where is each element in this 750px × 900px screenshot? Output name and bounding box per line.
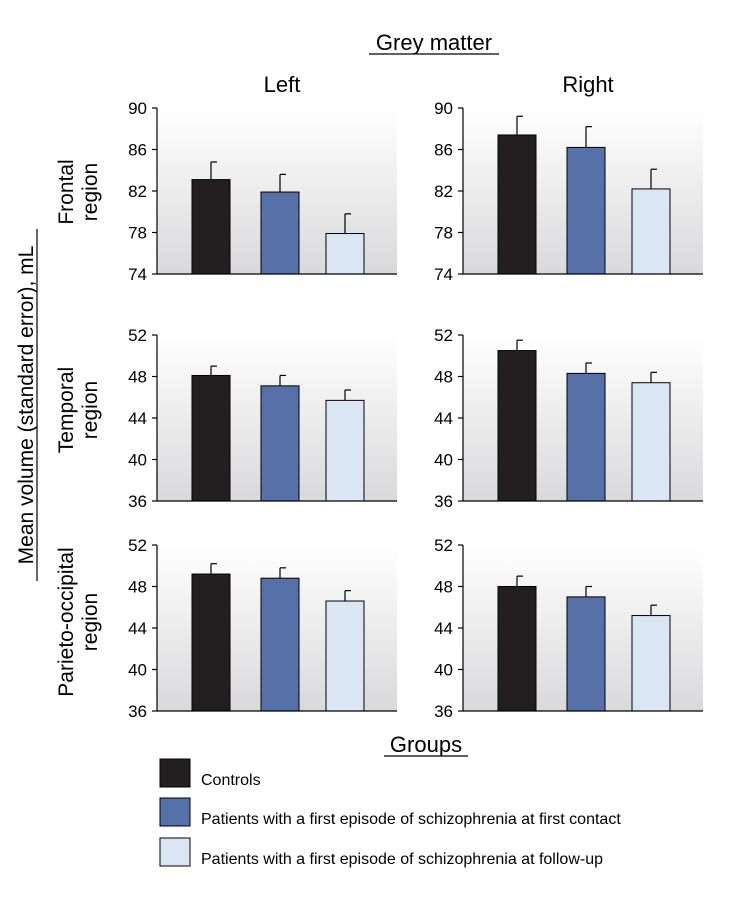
y-tick-label-frontal-right: 82 [434, 182, 453, 201]
bar-frontal-right [631, 188, 671, 275]
row-label-temporal-line1: Temporal [55, 367, 78, 453]
y-tick-label-parieto-occipital-left: 36 [128, 702, 147, 721]
y-tick-label-temporal-left: 36 [128, 492, 147, 511]
y-tick-label-temporal-right: 40 [434, 451, 453, 470]
y-tick-label-temporal-left: 48 [128, 368, 147, 387]
y-tick-label-parieto-occipital-right: 40 [434, 661, 453, 680]
y-tick-label-frontal-right: 78 [434, 224, 453, 243]
bar-temporal-right [566, 372, 606, 502]
bar-frontal-left [191, 179, 231, 275]
y-tick-label-frontal-right: 74 [434, 265, 453, 284]
column-label-right: Right [562, 72, 613, 97]
legend-label-follow-up: Patients with a first episode of schizop… [201, 851, 603, 868]
chart-panels: 74 78 82 86 90 74 78 82 86 90 36 40 44 48 52 36 40 44 48 52… [128, 99, 703, 721]
bar-parieto-occipital-left [325, 600, 365, 712]
legend-swatch-follow-up [159, 837, 191, 867]
y-tick-label-parieto-occipital-left: 48 [128, 578, 147, 597]
bar-frontal-left [260, 191, 300, 275]
bar-parieto-occipital-right [631, 615, 671, 712]
y-tick-label-parieto-occipital-right: 36 [434, 702, 453, 721]
row-label-parieto-line2: region [79, 593, 102, 651]
y-tick-label-temporal-left: 44 [128, 409, 147, 428]
bar-temporal-left [325, 399, 365, 502]
y-tick-label-frontal-left: 86 [128, 141, 147, 160]
legend-label-first-contact: Patients with a first episode of schizop… [201, 811, 621, 828]
bar-parieto-occipital-left [260, 577, 300, 712]
bar-frontal-right [566, 146, 606, 275]
y-tick-label-temporal-left: 40 [128, 451, 147, 470]
bar-temporal-right [631, 382, 671, 502]
legend-swatch-first-contact [159, 797, 191, 827]
y-axis-label-group: Mean volume (standard error), mL [15, 229, 38, 581]
y-tick-label-parieto-occipital-right: 52 [434, 536, 453, 555]
bar-temporal-left [260, 385, 300, 502]
bar-parieto-occipital-left [191, 573, 231, 712]
y-tick-label-frontal-left: 90 [128, 99, 147, 118]
panel-temporal-left: 36 40 44 48 52 [128, 326, 397, 511]
y-tick-label-temporal-right: 44 [434, 409, 453, 428]
y-tick-label-parieto-occipital-left: 52 [128, 536, 147, 555]
panel-frontal-right: 74 78 82 86 90 [434, 99, 703, 284]
row-label-frontal-line1: Frontal [55, 159, 78, 224]
y-tick-label-parieto-occipital-right: 44 [434, 619, 453, 638]
figure-title: Grey matter [376, 30, 492, 55]
row-label-parieto-occipital: Parieto-occipital region [55, 547, 102, 696]
legend-title: Groups [390, 732, 462, 757]
bar-temporal-right [497, 350, 537, 502]
y-tick-label-frontal-left: 78 [128, 224, 147, 243]
y-axis-label: Mean volume (standard error), mL [15, 246, 38, 565]
bar-frontal-right [497, 134, 537, 275]
row-label-temporal: Temporal region [55, 367, 102, 453]
y-tick-label-frontal-right: 86 [434, 141, 453, 160]
bar-parieto-occipital-right [497, 586, 537, 712]
bar-frontal-left [325, 233, 365, 275]
bar-temporal-left [191, 374, 231, 502]
panel-frontal-left: 74 78 82 86 90 [128, 99, 397, 284]
row-label-frontal: Frontal region [55, 159, 102, 224]
column-label-left: Left [264, 72, 301, 97]
row-label-frontal-line2: region [79, 163, 102, 221]
panel-temporal-right: 36 40 44 48 52 [434, 326, 703, 511]
y-tick-label-temporal-right: 36 [434, 492, 453, 511]
y-tick-label-temporal-left: 52 [128, 326, 147, 345]
bar-parieto-occipital-right [566, 596, 606, 712]
y-tick-label-parieto-occipital-left: 44 [128, 619, 147, 638]
panel-parieto-occipital-left: 36 40 44 48 52 [128, 536, 397, 721]
y-tick-label-frontal-left: 74 [128, 265, 147, 284]
legend-label-controls: Controls [201, 772, 261, 789]
row-label-parieto-line1: Parieto-occipital [55, 547, 78, 696]
panel-parieto-occipital-right: 36 40 44 48 52 [434, 536, 703, 721]
y-tick-label-parieto-occipital-right: 48 [434, 578, 453, 597]
y-tick-label-frontal-right: 90 [434, 99, 453, 118]
legend-swatch-controls [159, 758, 191, 788]
y-tick-label-parieto-occipital-left: 40 [128, 661, 147, 680]
row-label-temporal-line2: region [79, 381, 102, 439]
y-tick-label-temporal-right: 48 [434, 368, 453, 387]
y-tick-label-frontal-left: 82 [128, 182, 147, 201]
y-tick-label-temporal-right: 52 [434, 326, 453, 345]
